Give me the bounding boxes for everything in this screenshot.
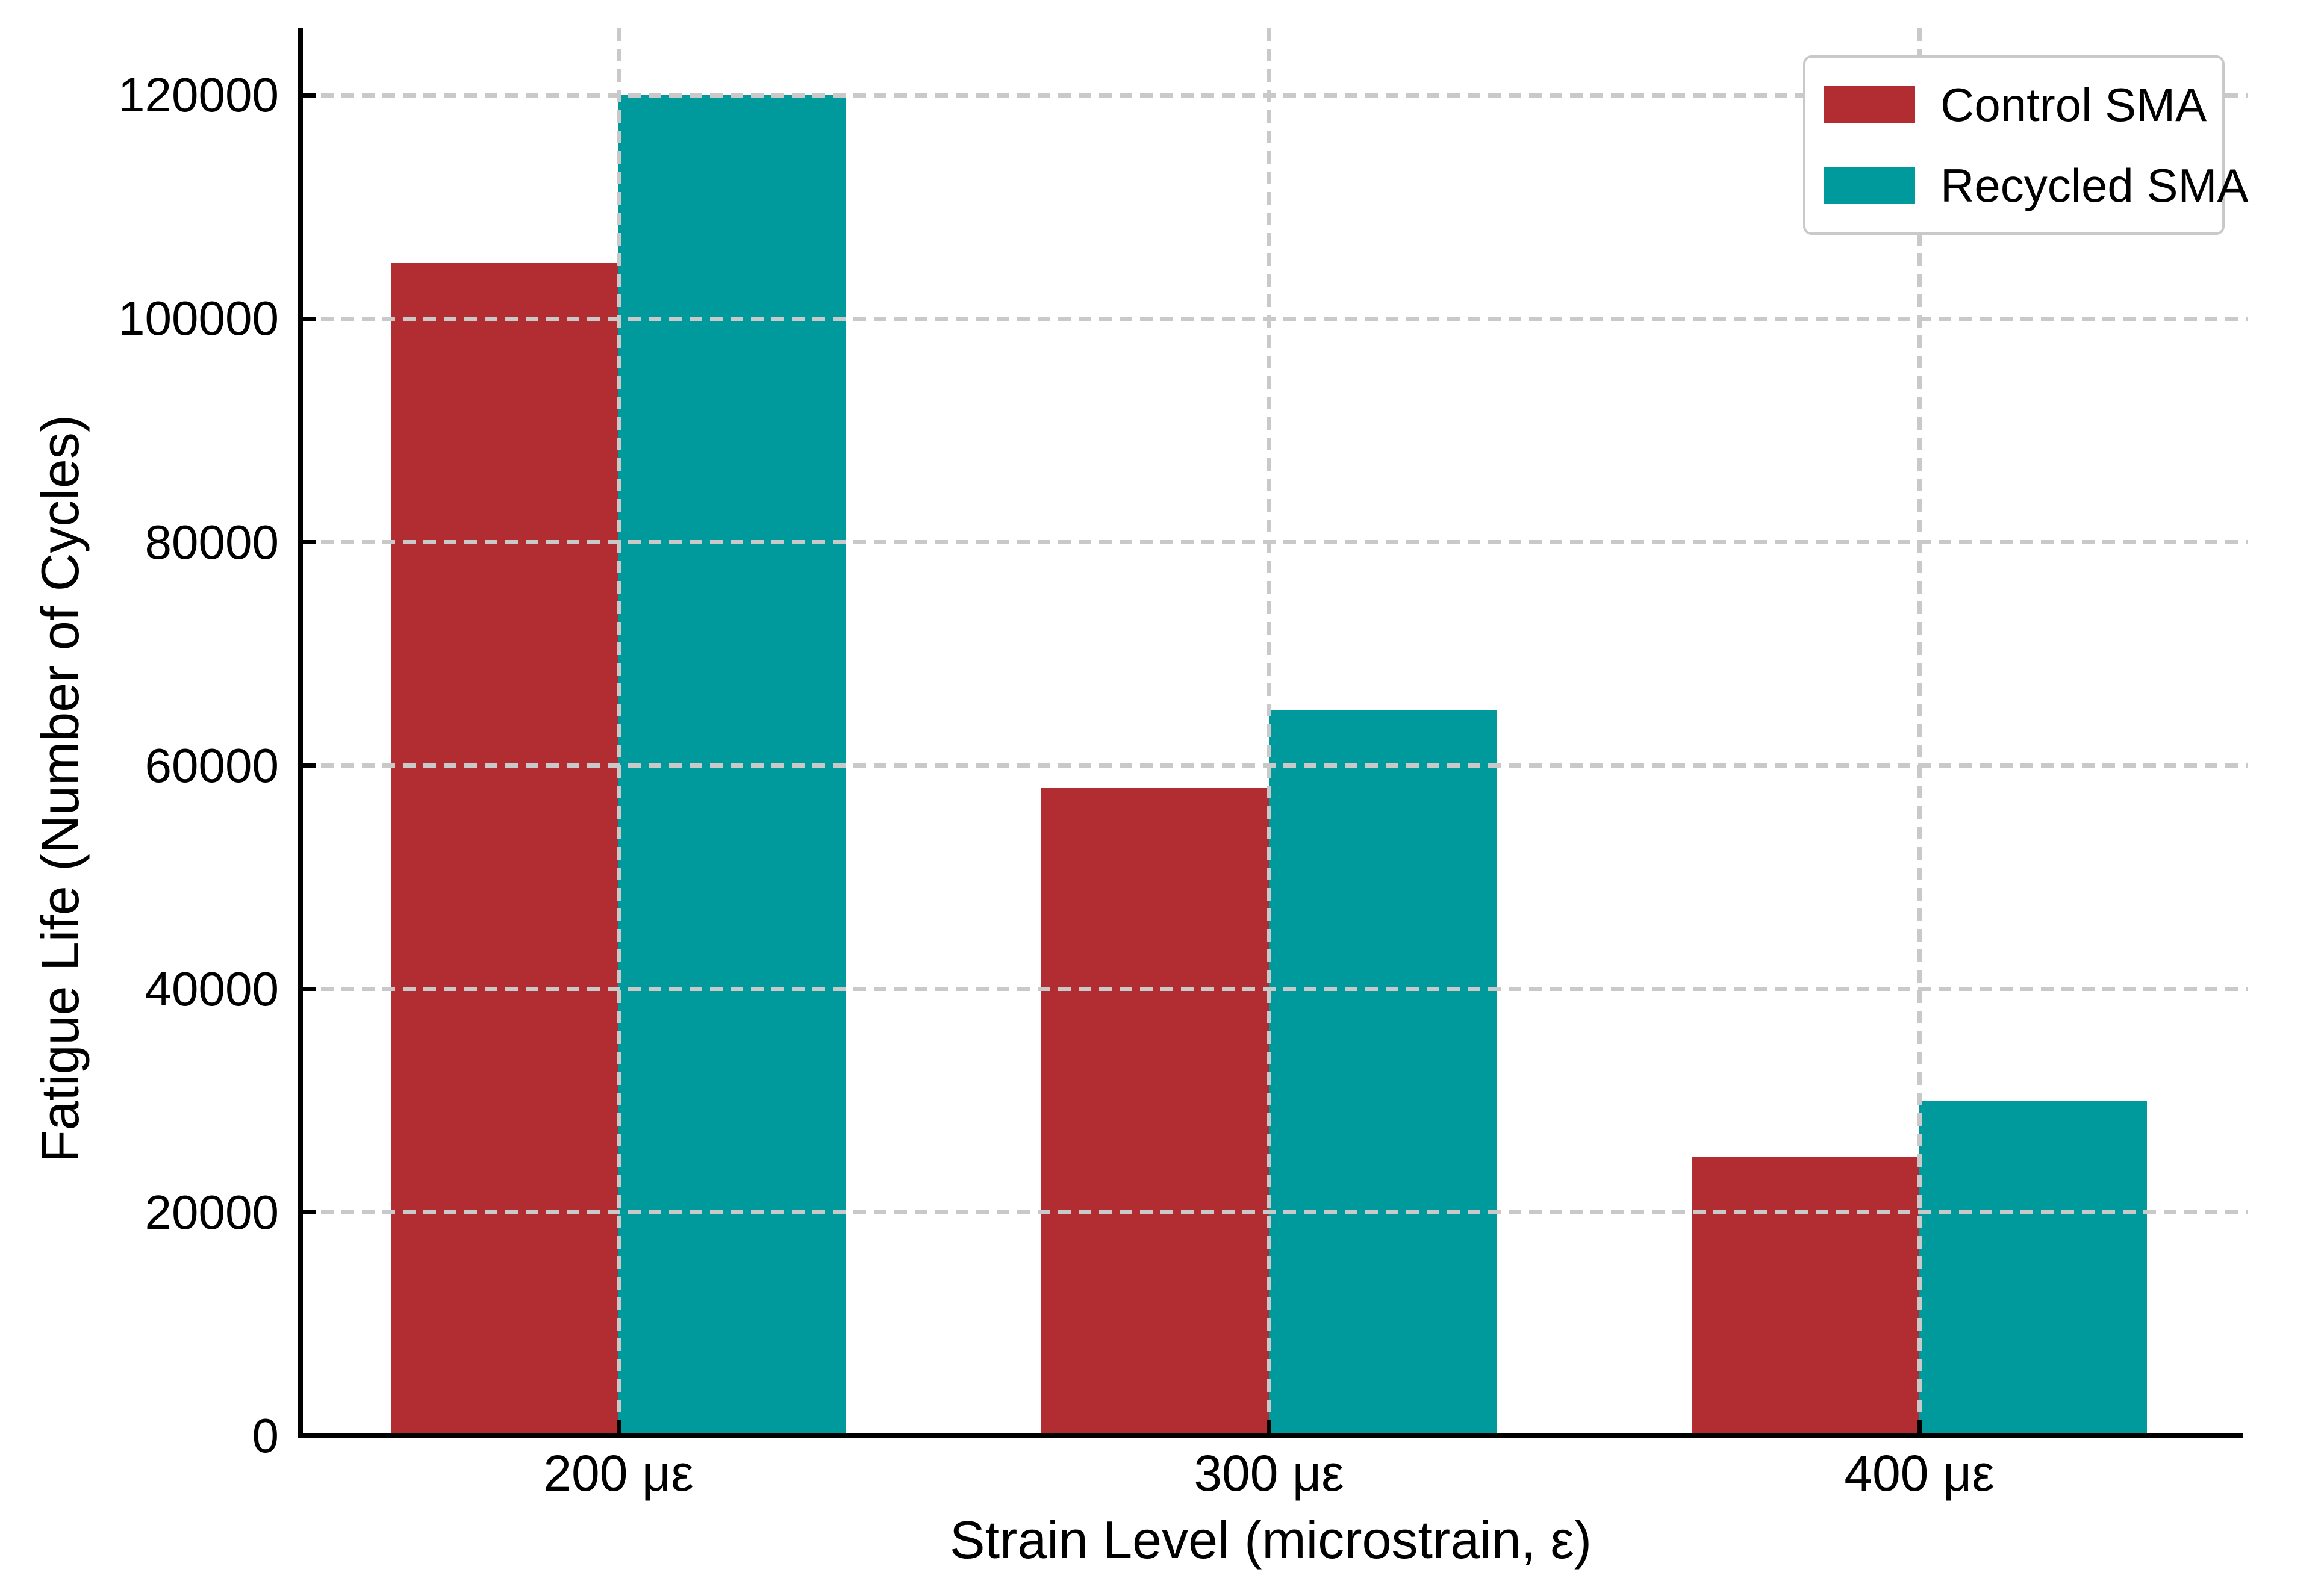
y-tick-mark [303, 316, 316, 321]
y-tick-label: 80000 [145, 515, 279, 569]
legend-row-control: Control SMA [1824, 75, 2207, 135]
x-tick-label: 300 με [1194, 1445, 1344, 1502]
y-gridline [301, 540, 2248, 545]
y-tick-label: 40000 [145, 961, 279, 1016]
y-axis-spine [298, 28, 303, 1438]
x-tick-mark [1266, 1420, 1271, 1433]
bar-control-sma-3 [1692, 1157, 1919, 1436]
bar-recycled-sma-3 [1919, 1101, 2147, 1436]
y-tick-mark [303, 763, 316, 768]
y-tick-label: 100000 [118, 291, 279, 346]
bar-recycled-sma-2 [1269, 709, 1497, 1436]
x-tick-label: 400 με [1844, 1445, 1995, 1502]
x-axis-spine [298, 1433, 2243, 1438]
x-tick-mark [1917, 1420, 1922, 1433]
x-axis-title: Strain Level (microstrain, ε) [949, 1510, 1592, 1570]
x-tick-mark [616, 1420, 621, 1433]
recycled-sma-label: Recycled SMA [1940, 159, 2249, 212]
y-tick-mark [303, 987, 316, 992]
y-tick-label: 20000 [145, 1185, 279, 1239]
recycled-sma-swatch [1824, 167, 1915, 204]
y-axis-title: Fatigue Life (Number of Cycles) [30, 414, 90, 1163]
y-gridline [301, 763, 2248, 768]
y-tick-label: 120000 [118, 68, 279, 122]
legend-row-recycled: Recycled SMA [1824, 155, 2249, 216]
legend: Control SMA Recycled SMA [1803, 55, 2249, 235]
y-gridline [301, 1210, 2248, 1215]
bar-control-sma-2 [1041, 787, 1269, 1436]
y-tick-label: 60000 [145, 738, 279, 792]
y-tick-mark [303, 1210, 316, 1215]
y-tick-mark [303, 93, 316, 98]
y-gridline [301, 316, 2248, 321]
y-tick-mark [303, 540, 316, 545]
control-sma-label: Control SMA [1940, 78, 2207, 131]
control-sma-swatch [1824, 86, 1915, 123]
y-tick-mark [303, 1433, 316, 1438]
x-gridline [1266, 28, 1271, 1436]
x-gridline [616, 28, 621, 1436]
x-gridline [1917, 28, 1922, 1436]
y-gridline [301, 93, 2248, 98]
y-tick-label: 0 [252, 1409, 279, 1462]
y-gridline [301, 987, 2248, 992]
bar-control-sma-1 [391, 262, 618, 1436]
x-tick-label: 200 με [543, 1445, 694, 1502]
